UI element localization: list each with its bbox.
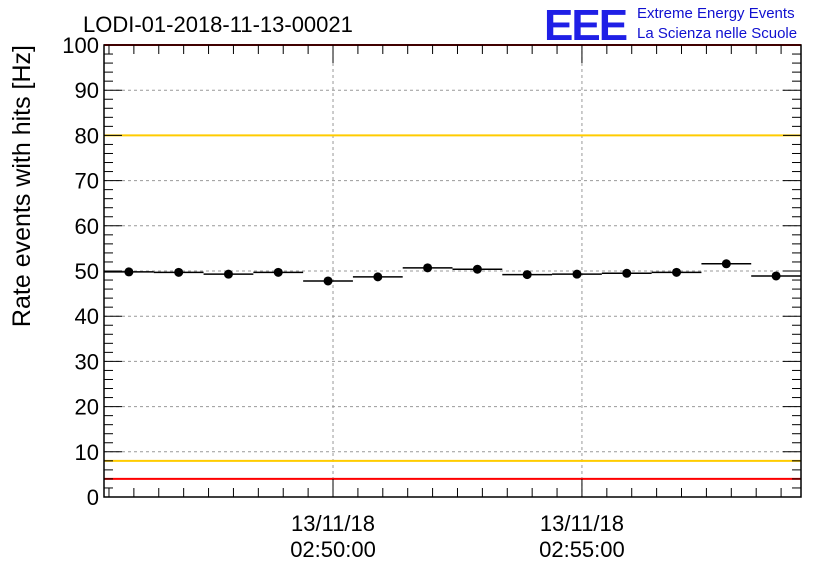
y-tick-label: 80 [75, 123, 99, 148]
grid-layer [104, 45, 801, 497]
y-tick-label: 90 [75, 78, 99, 103]
data-point-marker [124, 267, 134, 277]
eee-logo-line1: Extreme Energy Events [637, 5, 795, 22]
y-tick-label: 40 [75, 304, 99, 329]
y-tick-label: 60 [75, 214, 99, 239]
data-point-marker [771, 271, 781, 281]
chart-title: LODI-01-2018-11-13-00021 [83, 12, 353, 37]
axis-ticks [104, 44, 801, 498]
x-tick-time-label: 02:55:00 [539, 537, 625, 562]
data-points [104, 259, 801, 286]
y-tick-label: 100 [62, 33, 99, 58]
x-tick-date-label: 13/11/18 [540, 511, 624, 536]
y-tick-label: 0 [87, 485, 99, 510]
reference-lines [104, 44, 801, 480]
y-tick-label: 30 [75, 349, 99, 374]
data-point-marker [423, 263, 433, 273]
data-point-marker [273, 267, 283, 277]
x-tick-time-label: 02:50:00 [290, 537, 376, 562]
data-point-marker [174, 267, 184, 277]
y-tick-label: 50 [75, 259, 99, 284]
tick-labels: 010203040506070809010013/11/1802:50:0013… [62, 33, 624, 562]
eee-logo: EEE Extreme Energy Events La Scienza nel… [544, 1, 797, 50]
data-point-marker [323, 276, 333, 286]
data-point-marker [373, 272, 383, 282]
y-tick-label: 10 [75, 440, 99, 465]
data-point-marker [472, 264, 482, 274]
eee-logo-mark: EEE [544, 1, 627, 50]
y-tick-label: 20 [75, 395, 99, 420]
data-point-marker [522, 270, 532, 280]
data-point-marker [572, 269, 582, 279]
data-point-marker [721, 259, 731, 269]
eee-logo-line2: La Scienza nelle Scuole [637, 25, 797, 42]
y-tick-label: 70 [75, 169, 99, 194]
data-point-marker [672, 267, 682, 277]
data-point-marker [622, 268, 632, 278]
x-tick-date-label: 13/11/18 [291, 511, 375, 536]
data-point-marker [223, 269, 233, 279]
y-axis-label: Rate events with hits [Hz] [8, 45, 36, 327]
